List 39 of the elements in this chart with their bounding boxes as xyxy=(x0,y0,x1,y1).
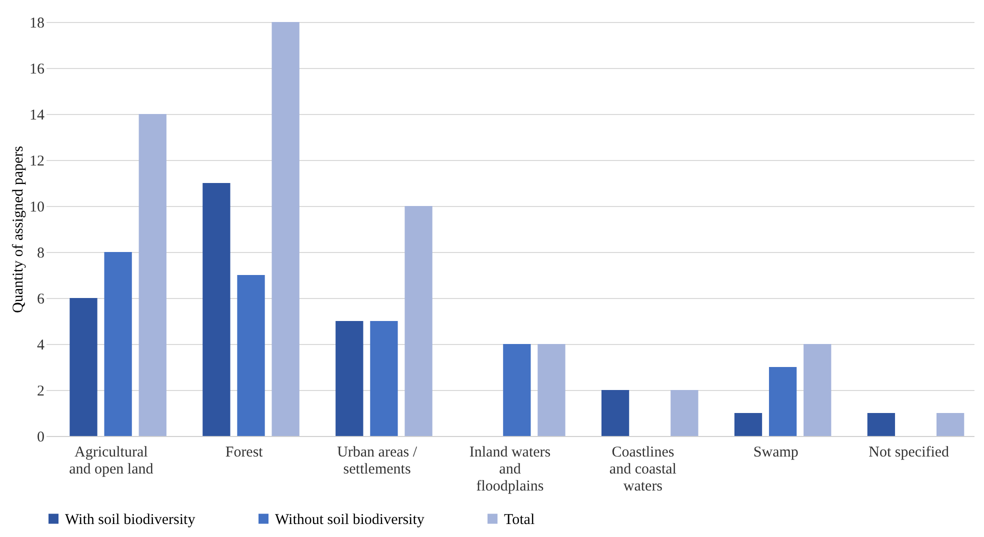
y-axis-title: Quantity of assigned papers xyxy=(10,146,26,314)
x-tick-label: Forest xyxy=(225,444,264,460)
bar xyxy=(734,413,762,436)
y-tick-label: 4 xyxy=(37,338,45,354)
bar xyxy=(104,252,132,436)
bar xyxy=(601,390,630,436)
bar xyxy=(202,183,230,436)
x-tick-label: Inland waters and floodplains xyxy=(469,444,551,494)
bar xyxy=(867,413,896,436)
x-tick-label: Agricultural and open land xyxy=(69,444,154,478)
bar xyxy=(936,413,964,436)
x-tick-label: Not specified xyxy=(868,444,950,460)
bar xyxy=(70,298,98,436)
bar xyxy=(670,390,698,436)
y-tick-label: 18 xyxy=(30,16,44,32)
y-tick-label: 2 xyxy=(37,384,44,400)
x-tick-label: Coastlines and coastal waters xyxy=(609,444,676,494)
legend-label: Without soil biodiversity xyxy=(275,512,425,528)
bar xyxy=(503,344,531,436)
bar xyxy=(538,344,566,436)
x-tick-label: Swamp xyxy=(753,444,798,460)
y-tick-label: 8 xyxy=(37,246,44,262)
bar xyxy=(404,206,432,436)
x-tick-label: Urban areas / settlements xyxy=(337,444,418,478)
bar xyxy=(370,321,398,436)
bar xyxy=(768,367,797,436)
y-tick-label: 6 xyxy=(37,292,45,308)
y-tick-label: 10 xyxy=(30,200,44,216)
legend-label: With soil biodiversity xyxy=(65,512,196,528)
bar xyxy=(336,321,364,436)
legend-label: Total xyxy=(504,512,535,528)
bar xyxy=(272,22,300,436)
y-tick-label: 12 xyxy=(30,154,44,170)
bar xyxy=(237,275,265,436)
y-tick-label: 0 xyxy=(37,430,44,446)
y-tick-label: 16 xyxy=(30,62,45,78)
bar xyxy=(804,344,832,436)
bar xyxy=(138,114,166,436)
y-tick-label: 14 xyxy=(30,108,45,124)
